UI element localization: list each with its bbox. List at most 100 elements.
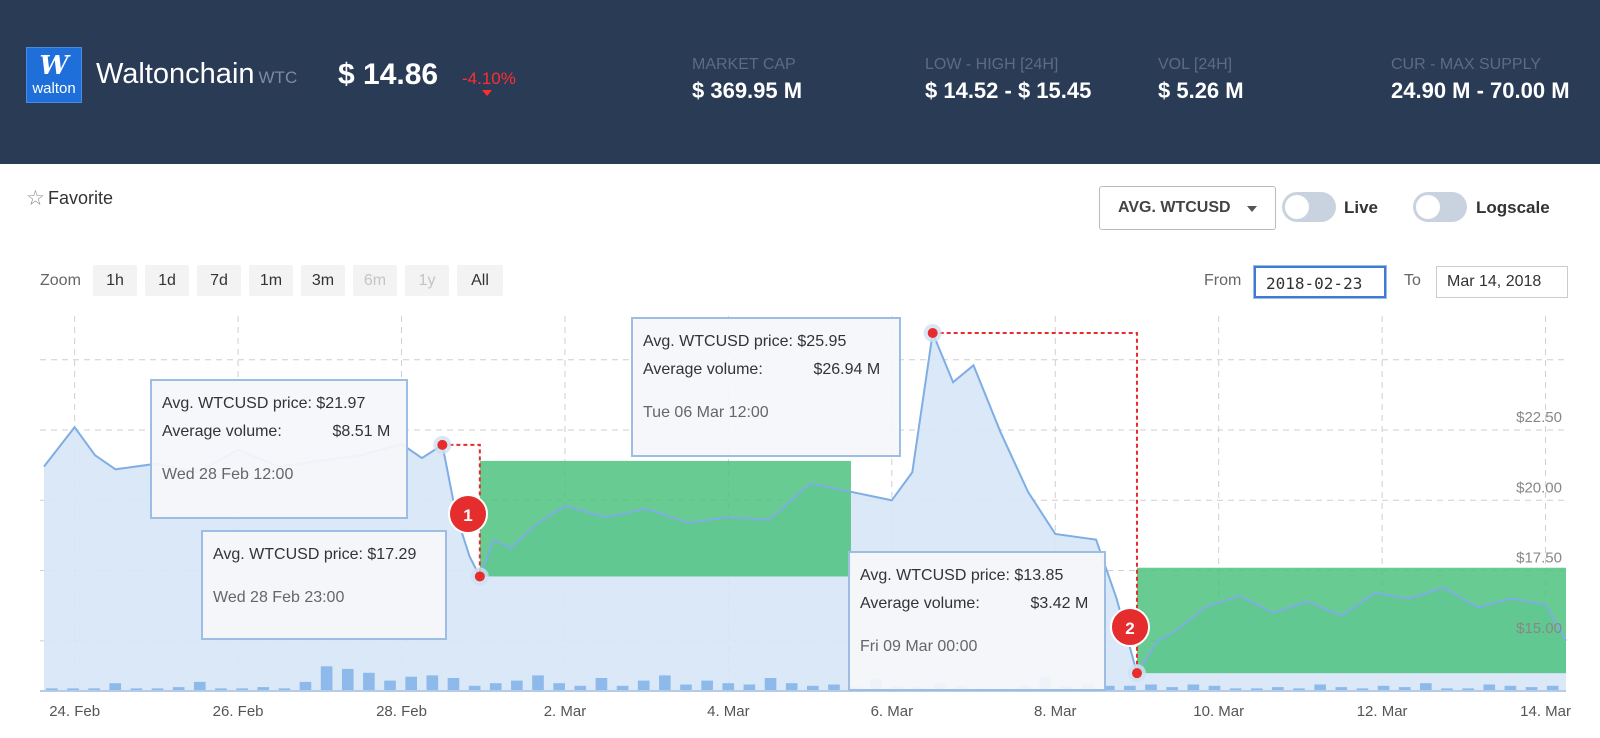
volume-bar — [236, 688, 248, 691]
volume-bar — [1398, 687, 1411, 691]
volume-bar — [257, 687, 270, 691]
volume-bar — [1187, 684, 1200, 691]
volume-bar — [1250, 688, 1263, 691]
volume-bar — [511, 680, 523, 691]
stat-value: $ 369.95 M — [692, 78, 803, 103]
stat-label: MARKET CAP — [692, 56, 796, 73]
tooltip-price-row: Avg. WTCUSD price: $21.97 — [162, 395, 365, 413]
highlight-range — [479, 460, 851, 577]
stat-value: $ 14.52 - $ 15.45 — [925, 78, 1092, 103]
zoom-3m-button[interactable]: 3m — [301, 265, 345, 296]
volume-bar — [1293, 688, 1305, 691]
volume-bar — [278, 688, 291, 691]
tooltip-time: Fri 09 Mar 00:00 — [860, 638, 978, 655]
logo-mark: W — [39, 51, 69, 81]
tooltip-volume-label: Average volume: — [860, 595, 980, 612]
zoom-1h-button[interactable]: 1h — [93, 265, 137, 296]
tooltip-price-value: $25.95 — [797, 333, 847, 350]
volume-bar — [172, 687, 185, 691]
logscale-toggle[interactable] — [1413, 192, 1467, 222]
volume-bar — [1208, 685, 1221, 691]
volume-bar — [1546, 685, 1559, 691]
zoom-7d-button[interactable]: 7d — [197, 265, 241, 296]
volume-bar — [215, 688, 227, 691]
market-cap-stat: MARKET CAP $ 369.95 M — [692, 56, 802, 104]
tooltip-price-label: Avg. WTCUSD price: — [162, 395, 312, 412]
tooltip-price-label: Avg. WTCUSD price: — [213, 546, 363, 563]
tooltip-time: Tue 06 Mar 12:00 — [643, 404, 769, 421]
tooltip-price-value: $21.97 — [316, 395, 366, 412]
x-tick-label: 26. Feb — [213, 703, 264, 720]
price-tooltip: Avg. WTCUSD price: $13.85 Average volume… — [848, 551, 1106, 691]
logo-text: walton — [32, 80, 76, 97]
zoom-1y-button: 1y — [405, 265, 449, 296]
stat-label: VOL [24H] — [1158, 56, 1233, 73]
from-date-input[interactable]: 2018-02-23 — [1254, 266, 1386, 298]
x-tick-label: 8. Mar — [1034, 703, 1077, 720]
volume-bar — [680, 684, 692, 691]
x-tick-label: 6. Mar — [871, 703, 914, 720]
price-change: -4.10% — [462, 69, 516, 88]
tooltip-volume-value: $26.94 M — [813, 361, 881, 378]
tooltip-price-row: Avg. WTCUSD price: $13.85 — [860, 567, 1063, 585]
volume-bar — [1356, 688, 1369, 691]
tooltip-volume-value: $3.42 M — [1030, 595, 1089, 612]
y-tick-label: $22.50 — [1516, 409, 1562, 426]
zoom-all-button[interactable]: All — [457, 265, 503, 296]
walton-logo: W walton — [26, 47, 82, 103]
connector-2 — [932, 332, 1138, 674]
volume-bar — [1145, 684, 1157, 691]
volume-bar — [341, 668, 354, 691]
coin-name: Waltonchain WTC — [96, 58, 297, 91]
volume-bar — [405, 676, 417, 691]
volume-bar — [743, 684, 756, 691]
y-tick-label: $17.50 — [1516, 550, 1562, 567]
star-icon: ☆ — [26, 187, 45, 210]
tooltip-volume-row: Average volume: $8.51 M — [162, 423, 390, 441]
volume-bar — [1335, 687, 1348, 691]
coin-symbol: WTC — [258, 68, 298, 87]
zoom-label: Zoom — [40, 272, 81, 289]
volume-bar — [1377, 685, 1390, 691]
coin-header: W walton Waltonchain WTC $ 14.86 -4.10% M… — [0, 0, 1600, 164]
tooltip-price-row: Avg. WTCUSD price: $17.29 — [213, 546, 416, 564]
annotation-marker-1[interactable]: 1 — [448, 494, 488, 534]
zoom-1d-button[interactable]: 1d — [145, 265, 189, 296]
volume-bar — [764, 678, 777, 691]
zoom-6m-button: 6m — [353, 265, 397, 296]
zoom-1m-button[interactable]: 1m — [249, 265, 293, 296]
to-label: To — [1404, 272, 1421, 289]
x-tick-label: 4. Mar — [707, 703, 750, 720]
tooltip-price-label: Avg. WTCUSD price: — [860, 567, 1010, 584]
volume-bar — [1504, 685, 1517, 691]
volume-bar — [426, 675, 439, 691]
price-tooltip: Avg. WTCUSD price: $25.95 Average volume… — [631, 317, 901, 457]
logscale-label: Logscale — [1476, 198, 1550, 217]
stat-value: $ 5.26 M — [1158, 78, 1244, 103]
volume-bar — [722, 683, 735, 691]
tooltip-price-value: $17.29 — [367, 546, 417, 563]
supply-stat: CUR - MAX SUPPLY 24.90 M - 70.00 M — [1391, 56, 1570, 104]
connector-1 — [442, 443, 481, 577]
pair-select[interactable]: AVG. WTCUSD — [1099, 186, 1276, 230]
down-arrow-icon — [482, 90, 492, 96]
low-high-stat: LOW - HIGH [24H] $ 14.52 - $ 15.45 — [925, 56, 1091, 104]
live-toggle[interactable] — [1282, 192, 1336, 222]
toggle-knob — [1285, 195, 1309, 219]
price-tooltip: Avg. WTCUSD price: $17.29 Wed 28 Feb 23:… — [201, 530, 447, 640]
volume-bar — [1124, 685, 1136, 691]
to-date-input[interactable]: Mar 14, 2018 — [1436, 266, 1568, 298]
selected-point — [474, 571, 485, 582]
tooltip-volume-label: Average volume: — [643, 361, 763, 378]
annotation-marker-2[interactable]: 2 — [1110, 607, 1150, 647]
volume-bar — [616, 685, 629, 691]
volume-bar — [1102, 685, 1115, 691]
x-tick-label: 2. Mar — [544, 703, 587, 720]
favorite-button[interactable]: ☆ Favorite — [26, 186, 113, 211]
live-label: Live — [1344, 198, 1379, 217]
volume-bar — [637, 680, 650, 691]
volume-bar — [574, 685, 587, 691]
volume-bar — [785, 683, 798, 691]
x-tick-label: 12. Mar — [1357, 703, 1408, 720]
y-tick-label: $20.00 — [1516, 479, 1562, 496]
